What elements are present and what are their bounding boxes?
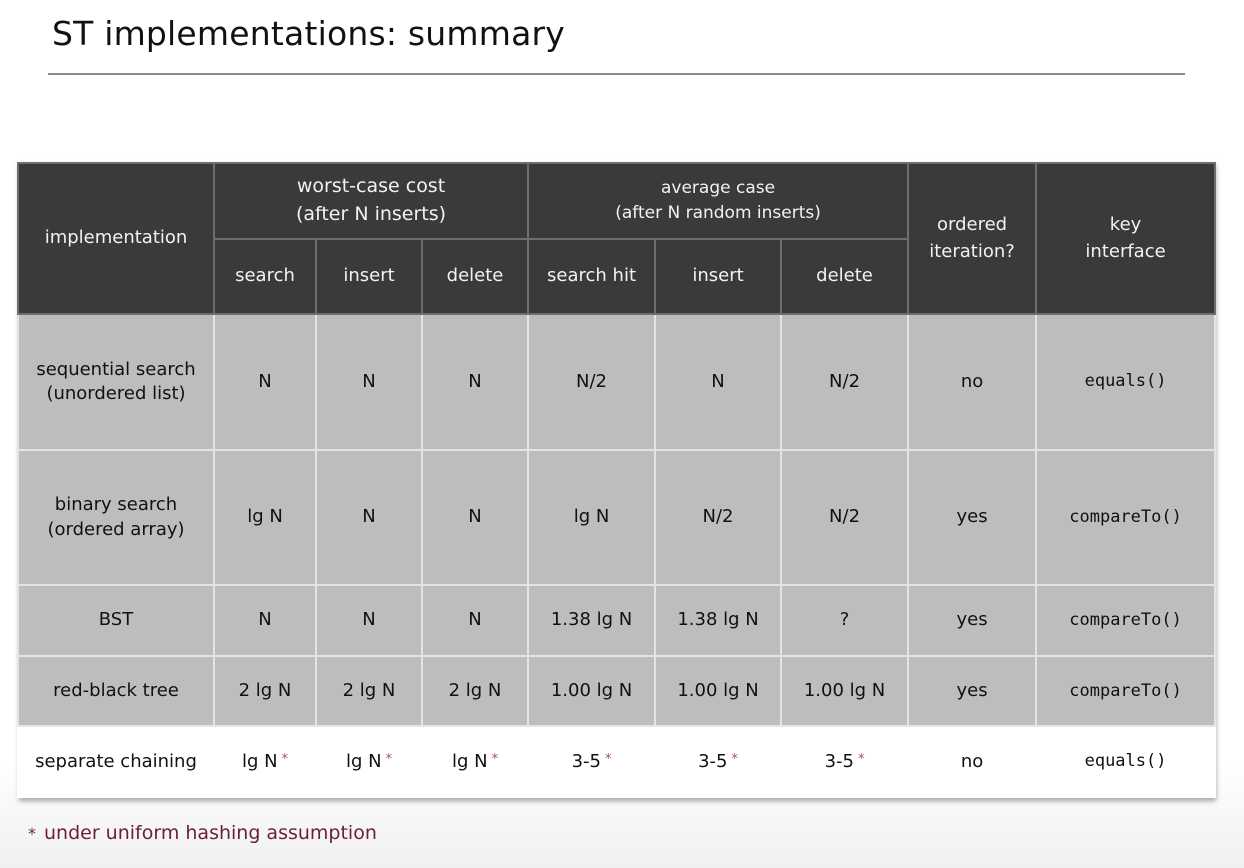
table-cell: N: [213, 313, 317, 451]
table-cell: yes: [907, 654, 1038, 728]
table-cell: yes: [907, 448, 1038, 587]
table-cell: ?: [780, 584, 910, 657]
table-cell: 3-5 *: [780, 725, 910, 798]
table-cell: 2 lg N: [315, 654, 423, 728]
row-name: binary search (ordered array): [17, 448, 215, 587]
table-cell: N: [654, 313, 783, 451]
table-cell: N: [420, 313, 530, 451]
table-cell: N: [315, 584, 423, 657]
table-cell-key-interface: compareTo(): [1035, 654, 1217, 728]
header-avg-search-hit: search hit: [527, 238, 657, 315]
table-cell: 1.38 lg N: [654, 584, 783, 657]
cell-value: lg N: [241, 750, 278, 772]
table-row-binary-search: binary search (ordered array) lg N N N l…: [17, 448, 1217, 587]
table-cell: N/2: [780, 313, 910, 451]
cell-value: 3-5: [824, 750, 854, 772]
cell-value: 3-5: [698, 750, 728, 772]
cell-value: 3-5: [571, 750, 601, 772]
footnote-star: *: [731, 751, 738, 767]
table-row-separate-chaining: separate chaining lg N * lg N * lg N * 3-5 *…: [17, 725, 1217, 798]
header-implementation: implementation: [17, 162, 215, 315]
header-worst-case-group: worst-case cost (after N inserts): [212, 162, 530, 240]
table-cell: N: [420, 584, 530, 657]
table-cell: lg N *: [420, 725, 530, 798]
table-cell: 1.38 lg N: [527, 584, 657, 657]
table-row-red-black-tree: red-black tree 2 lg N 2 lg N 2 lg N 1.00…: [17, 654, 1217, 728]
table-cell: lg N *: [213, 725, 317, 798]
table-cell: 2 lg N: [420, 654, 530, 728]
footnote: * under uniform hashing assumption: [28, 822, 377, 844]
table-cell: N: [315, 448, 423, 587]
table-cell: N: [420, 448, 530, 587]
table-cell: 3-5 *: [527, 725, 657, 798]
table-cell: N: [315, 313, 423, 451]
table-cell: N: [213, 584, 317, 657]
table-cell-key-interface: compareTo(): [1035, 448, 1217, 587]
footnote-text: under uniform hashing assumption: [44, 822, 377, 844]
footnote-star: *: [281, 751, 289, 767]
header-key-interface: key interface: [1035, 162, 1217, 315]
footnote-star: *: [604, 751, 612, 767]
header-avg-insert: insert: [654, 238, 783, 315]
table-cell: N/2: [654, 448, 783, 587]
cell-value: lg N: [451, 750, 488, 772]
row-name: sequential search (unordered list): [17, 313, 215, 451]
header-avg-delete: delete: [780, 238, 910, 315]
table-cell: yes: [907, 584, 1038, 657]
cell-value: lg N: [345, 750, 382, 772]
header-worst-search: search: [213, 238, 317, 315]
table-cell: lg N *: [315, 725, 423, 798]
footnote-star: *: [491, 751, 499, 767]
table-cell-key-interface: compareTo(): [1035, 584, 1217, 657]
table-cell: 1.00 lg N: [527, 654, 657, 728]
table-cell: lg N: [527, 448, 657, 587]
table-cell: 1.00 lg N: [654, 654, 783, 728]
footnote-star: *: [385, 751, 393, 767]
summary-table-container: implementation worst-case cost (after N …: [17, 162, 1217, 798]
table-cell: N/2: [780, 448, 910, 587]
row-name: separate chaining: [17, 725, 215, 798]
table-cell: N/2: [527, 313, 657, 451]
table-cell: 1.00 lg N: [780, 654, 910, 728]
table-cell: no: [907, 313, 1038, 451]
title-divider: [48, 73, 1185, 75]
table-cell-key-interface: equals(): [1035, 725, 1217, 798]
table-cell: lg N: [213, 448, 317, 587]
table-cell-key-interface: equals(): [1035, 313, 1217, 451]
row-name: BST: [17, 584, 215, 657]
slide-title: ST implementations: summary: [52, 14, 565, 53]
header-average-case-group: average case (after N random inserts): [527, 162, 910, 240]
table-row-sequential-search: sequential search (unordered list) N N N…: [17, 313, 1217, 451]
summary-table: implementation worst-case cost (after N …: [17, 162, 1217, 798]
header-worst-delete: delete: [420, 238, 530, 315]
footnote-marker: *: [28, 824, 36, 843]
row-name: red-black tree: [17, 654, 215, 728]
header-ordered-iteration: ordered iteration?: [907, 162, 1038, 315]
footnote-star: *: [857, 751, 865, 767]
table-row-bst: BST N N N 1.38 lg N 1.38 lg N ? yes comp…: [17, 584, 1217, 657]
header-worst-insert: insert: [315, 238, 423, 315]
table-cell: 3-5 *: [654, 725, 783, 798]
table-cell: 2 lg N: [213, 654, 317, 728]
table-cell: no: [907, 725, 1038, 798]
